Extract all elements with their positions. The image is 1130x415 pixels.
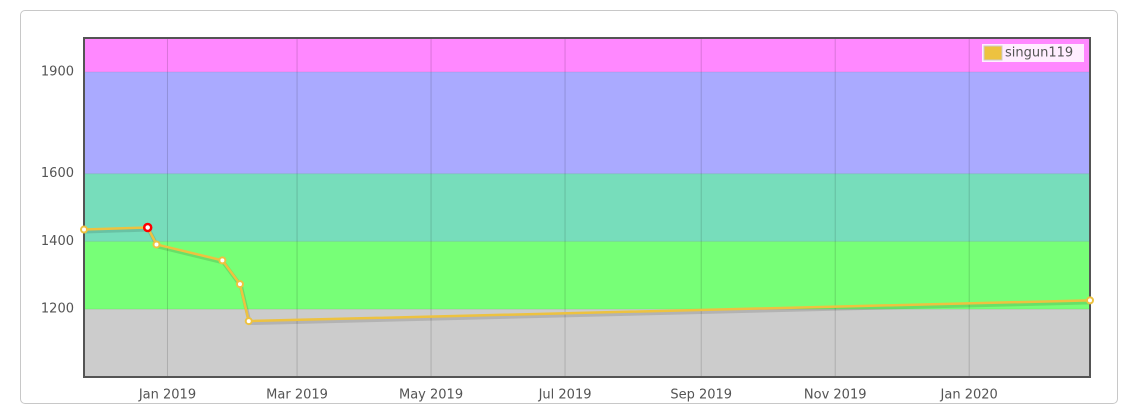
x-tick-label: Jul 2019 [538,388,592,403]
x-tick-label: Sep 2019 [670,388,732,403]
rating-band [84,241,1090,310]
rating-point [244,317,253,326]
x-tick-label: May 2019 [399,388,463,403]
rating-band [84,38,1090,72]
chart-panel [20,10,1118,404]
y-tick-label: 1400 [41,234,74,249]
y-tick-label: 1900 [41,64,74,79]
plot-frame [83,37,1091,378]
rating-point [218,256,227,265]
x-tick-label: Nov 2019 [804,388,867,403]
x-tick-label: Mar 2019 [266,388,328,403]
y-tick-label: 1600 [41,166,74,181]
rating-point [152,240,161,249]
rating-point [1086,296,1094,305]
rating-point [235,280,244,289]
legend-swatch [983,45,1003,61]
legend-label: singun119 [1005,46,1073,61]
y-tick-label: 1200 [41,302,74,317]
x-tick-label: Jan 2020 [940,388,998,403]
rating-point [80,225,88,234]
rating-band [84,309,1090,377]
legend-box [982,44,1084,62]
x-tick-label: Jan 2019 [138,388,196,403]
rating-band [84,173,1090,242]
rating-band [84,71,1090,174]
rating-point [142,222,153,233]
